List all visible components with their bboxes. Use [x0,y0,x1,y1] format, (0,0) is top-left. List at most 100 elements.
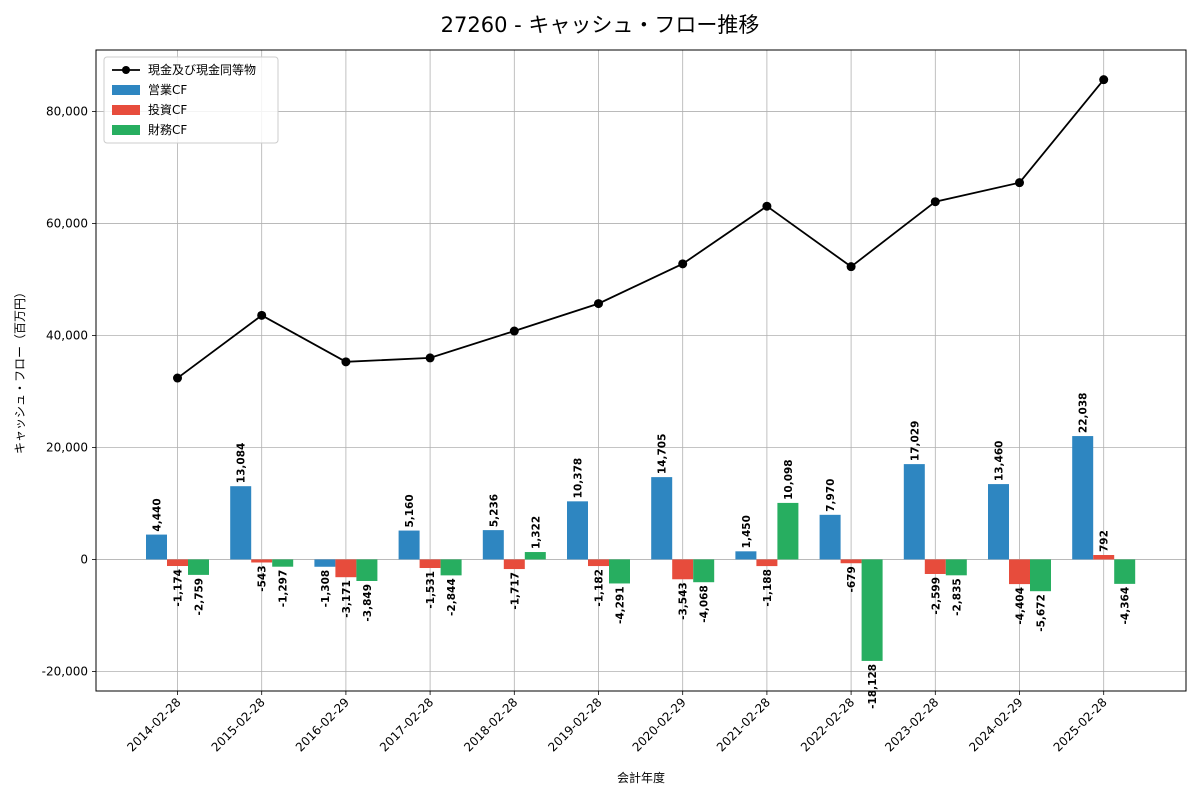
cash-line-point [1099,75,1109,85]
y-tick-label: 0 [80,552,88,566]
chart-title: 27260 - キャッシュ・フロー推移 [441,13,760,37]
cash-line-point [257,310,267,320]
x-tick-label: 2022-02-28 [798,695,857,754]
cash-line [173,75,1109,383]
y-tick-label: 80,000 [46,105,88,119]
operating-cf-bar [314,559,336,567]
financing-cf-bar [524,552,546,560]
investing-cf-bar [419,559,441,569]
operating-cf-bar [988,484,1009,560]
bars [146,436,1136,661]
cash-line-point [1015,178,1024,188]
financing-cf-label: -3,849 [362,584,374,622]
investing-cf-bar [924,559,946,574]
operating-cf-bar [819,514,841,560]
investing-cf-label: -679 [846,566,858,592]
investing-cf-label: -3,543 [678,582,690,620]
financing-cf-bar [356,559,378,581]
operating-cf-label: 5,160 [404,494,416,527]
financing-cf-bar [777,502,799,560]
operating-cf-label: 22,038 [1078,393,1090,434]
legend-investing-cf-swatch [112,105,140,115]
financing-cf-label: 1,322 [530,516,542,549]
cash-line-point [341,357,351,367]
operating-cf-bar [230,486,252,560]
financing-cf-label: -4,364 [1120,587,1132,625]
financing-cf-bar [1030,559,1051,592]
operating-cf-label: 13,460 [994,441,1006,482]
investing-cf-bar [672,559,694,580]
investing-cf-bar [335,559,357,578]
investing-cf-label: -3,171 [341,580,353,618]
plot-frame [95,49,1187,692]
x-tick-label: 2018-02-28 [461,695,520,754]
financing-cf-label: -2,759 [194,578,206,616]
y-tick-label: -20,000 [42,664,88,678]
financing-cf-label: -18,128 [867,664,879,709]
legend-financing-cf-text: 財務CF [148,122,187,137]
financing-cf-bar [945,559,967,576]
operating-cf-bar [567,501,588,560]
financing-cf-bar [440,559,462,576]
financing-cf-label: -4,291 [615,586,627,624]
operating-cf-label: 13,084 [236,443,248,484]
x-tick-label: 2021-02-28 [714,695,773,754]
financing-cf-bar [1114,559,1136,584]
operating-cf-label: -1,308 [320,570,332,608]
investing-cf-label: -543 [257,565,269,591]
operating-cf-label: 17,029 [909,421,921,462]
x-tick-label: 2020-02-29 [630,695,689,754]
cash-line-point [762,201,772,211]
x-tick-label: 2016-02-29 [293,695,352,754]
legend-financing-cf-swatch [112,125,140,135]
x-tick-label: 2024-02-29 [966,695,1025,754]
investing-cf-bar [1009,559,1030,585]
y-tick-label: 60,000 [46,217,88,231]
operating-cf-bar [146,534,167,560]
financing-cf-label: 10,098 [783,459,795,500]
x-axis: 2014-02-28 2015-02-28 2016-02-29 2017-02-28… [124,691,1110,754]
legend-cash-text: 現金及び現金同等物 [148,62,256,77]
x-tick-label: 2017-02-28 [377,695,436,754]
y-axis: -20,000 0 20,000 40,000 60,000 80,000 [42,105,96,678]
financing-cf-label: -5,672 [1036,594,1048,632]
investing-cf-label: 792 [1099,530,1111,552]
investing-cf-bar [167,559,188,567]
operating-cf-bar [735,551,757,560]
investing-cf-bar [251,559,273,563]
bar-labels: 4,440 13,084 -1,308 5,160 5,236 10,378 14,705 1… [152,393,1132,709]
operating-cf-label: 5,236 [488,494,500,527]
cash-line-point [930,197,940,207]
legend-cash-marker [122,66,130,74]
cash-line-point [425,353,435,363]
investing-cf-label: -1,531 [425,571,437,609]
cash-line-point [173,373,182,383]
investing-cf-bar [756,559,778,567]
financing-cf-label: -4,068 [699,585,711,623]
investing-cf-bar [840,559,862,564]
investing-cf-bar [588,559,609,567]
x-tick-label: 2015-02-28 [209,695,268,754]
legend-operating-cf-text: 営業CF [148,83,187,97]
cash-line-path [176,79,1105,379]
cash-line-point [846,262,856,272]
financing-cf-bar [188,559,209,575]
financing-cf-label: -2,835 [951,578,963,616]
investing-cf-label: -1,182 [594,569,606,607]
x-tick-label: 2019-02-28 [545,695,604,754]
financing-cf-bar [272,559,294,567]
investing-cf-label: -1,174 [173,569,185,607]
operating-cf-label: 10,378 [573,458,585,499]
x-axis-label: 会計年度 [617,770,665,785]
operating-cf-bar [482,530,504,560]
investing-cf-label: -1,717 [509,572,521,610]
x-tick-label: 2014-02-28 [124,695,183,754]
cash-line-point [594,299,603,309]
investing-cf-bar [503,559,525,570]
investing-cf-bar [1093,555,1115,560]
operating-cf-label: 4,440 [152,498,164,531]
operating-cf-bar [651,477,673,560]
operating-cf-label: 14,705 [657,434,669,475]
